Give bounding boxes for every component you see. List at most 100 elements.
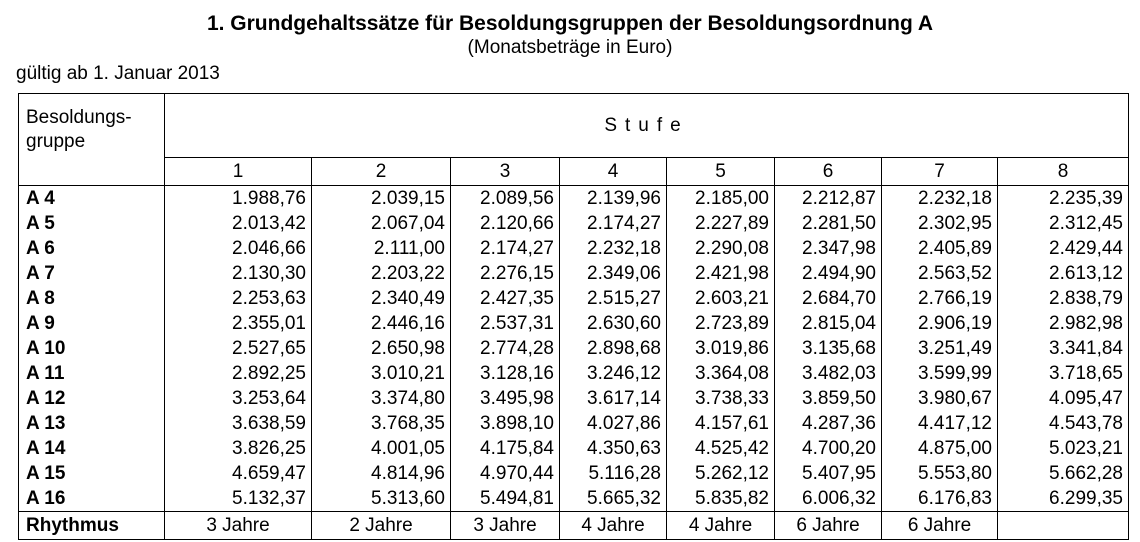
column-header: 3	[450, 157, 560, 186]
salary-value: 4.157,61	[666, 411, 775, 436]
salary-value: 2.174,27	[559, 211, 667, 236]
salary-value: 2.838,79	[997, 286, 1129, 311]
salary-value: 2.349,06	[559, 261, 667, 286]
rhythm-row: Rhythmus 3 Jahre 2 Jahre 3 Jahre 4 Jahre 4 Ja…	[18, 511, 1129, 540]
salary-value: 2.429,44	[997, 236, 1129, 261]
salary-value: 2.515,27	[559, 286, 667, 311]
salary-value: 4.525,42	[666, 436, 775, 461]
column-header: 2	[311, 157, 451, 186]
group-label: A 6	[26, 237, 55, 259]
salary-value: 3.246,12	[559, 361, 667, 386]
salary-value: 2.774,28	[450, 336, 560, 361]
salary-value: 2.355,01	[164, 311, 312, 336]
salary-value: 3.718,65	[997, 361, 1129, 386]
salary-value: 2.906,19	[881, 311, 998, 336]
salary-value: 2.302,95	[881, 211, 998, 236]
salary-value: 4.287,36	[774, 411, 882, 436]
group-label: A 11	[26, 362, 65, 384]
data-row: A 5 2.013,42 2.067,04 2.120,66 2.174,27 2.227…	[19, 211, 1129, 236]
salary-value: 3.010,21	[311, 361, 451, 386]
data-row: A 12 3.253,64 3.374,80 3.495,98 3.617,14 3.73…	[19, 386, 1129, 411]
salary-value: 5.407,95	[774, 461, 882, 486]
title: 1. Grundgehaltssätze für Besoldungsgrupp…	[206, 12, 934, 35]
group-label: A 14	[26, 437, 66, 459]
data-row: A 7 2.130,30 2.203,22 2.276,15 2.349,06 2.421…	[19, 261, 1129, 286]
subtitle: (Monatsbeträge in Euro)	[467, 37, 673, 58]
salary-value: 3.495,98	[450, 386, 560, 411]
salary-value: 1.988,76	[164, 185, 312, 211]
salary-value: 2.427,35	[450, 286, 560, 311]
data-row: A 4 1.988,76 2.039,15 2.089,56 2.139,96 2.185…	[19, 185, 1129, 211]
group-label: A 9	[26, 312, 55, 334]
salary-value: 2.139,96	[559, 185, 667, 211]
group-label: A 12	[26, 387, 66, 409]
salary-value: 2.347,98	[774, 236, 882, 261]
salary-value: 2.203,22	[311, 261, 451, 286]
salary-value: 5.132,37	[164, 486, 312, 512]
data-row: A 6 2.046,66 2.111,00 2.174,27 2.232,18 2.290…	[19, 236, 1129, 261]
header-row: Besoldungs-gruppe Stufe	[18, 93, 1129, 186]
group-label: A 10	[26, 337, 66, 359]
salary-value: 5.662,28	[997, 461, 1129, 486]
salary-value: 5.116,28	[559, 461, 667, 486]
salary-value: 2.630,60	[559, 311, 667, 336]
salary-value: 3.364,08	[666, 361, 775, 386]
salary-value: 2.227,89	[666, 211, 775, 236]
salary-value: 3.826,25	[164, 436, 312, 461]
salary-value: 2.212,87	[774, 185, 882, 211]
group-label: A 5	[26, 212, 55, 234]
salary-value: 4.175,84	[450, 436, 560, 461]
salary-value: 2.232,18	[559, 236, 667, 261]
salary-value: 3.128,16	[450, 361, 560, 386]
salary-value: 2.174,27	[450, 236, 560, 261]
salary-value: 4.001,05	[311, 436, 451, 461]
salary-value: 6.176,83	[881, 486, 998, 512]
group-label: A 4	[26, 187, 55, 209]
salary-value: 5.553,80	[881, 461, 998, 486]
salary-value: 6.299,35	[997, 486, 1129, 512]
data-row: A 8 2.253,63 2.340,49 2.427,35 2.515,27 2.603…	[19, 286, 1129, 311]
salary-value: 2.276,15	[450, 261, 560, 286]
salary-value: 2.815,04	[774, 311, 882, 336]
rhythm-value: 6 Jahre	[774, 511, 882, 540]
salary-value: 2.039,15	[311, 185, 451, 211]
salary-value: 4.027,86	[559, 411, 667, 436]
salary-value: 2.723,89	[666, 311, 775, 336]
column-header: 6	[774, 157, 882, 186]
salary-value: 3.135,68	[774, 336, 882, 361]
column-group: Stufe	[164, 93, 1129, 159]
rhythm-value: 4 Jahre	[666, 511, 775, 540]
salary-value: 2.067,04	[311, 211, 451, 236]
rhythm-value: 3 Jahre	[164, 511, 312, 540]
salary-table: Besoldungs-gruppe Stufe 1 2 3 4 5 6 7 8 A 4 1.988,7…	[18, 93, 1129, 540]
valid-from: gültig ab 1. Januar 2013	[16, 63, 220, 84]
salary-value: 2.290,08	[666, 236, 775, 261]
salary-value: 3.482,03	[774, 361, 882, 386]
column-header: 8	[997, 157, 1129, 186]
salary-value: 2.253,63	[164, 286, 312, 311]
column-header: 1	[164, 157, 312, 186]
rhythm-label: Rhythmus	[18, 511, 165, 540]
salary-value: 2.013,42	[164, 211, 312, 236]
salary-value: 2.312,45	[997, 211, 1129, 236]
salary-value: 3.251,49	[881, 336, 998, 361]
row-header-line: gruppe	[26, 131, 86, 152]
data-row: A 9 2.355,01 2.446,16 2.537,31 2.630,60 2.723…	[19, 311, 1129, 336]
column-header: 5	[666, 157, 775, 186]
salary-value: 4.700,20	[774, 436, 882, 461]
salary-value: 4.543,78	[997, 411, 1129, 436]
salary-value: 2.235,39	[997, 185, 1129, 211]
salary-value: 2.494,90	[774, 261, 882, 286]
salary-value: 5.313,60	[311, 486, 451, 512]
data-row: A 16 5.132,37 5.313,60 5.494,81 5.665,32 5.83…	[19, 486, 1129, 512]
data-row: A 10 2.527,65 2.650,98 2.774,28 2.898,68 3.01…	[19, 336, 1129, 361]
salary-value: 3.019,86	[666, 336, 775, 361]
salary-value: 3.599,99	[881, 361, 998, 386]
salary-value: 2.185,00	[666, 185, 775, 211]
salary-value: 5.262,12	[666, 461, 775, 486]
salary-value: 3.859,50	[774, 386, 882, 411]
salary-value: 4.814,96	[311, 461, 451, 486]
group-label: A 13	[26, 412, 66, 434]
